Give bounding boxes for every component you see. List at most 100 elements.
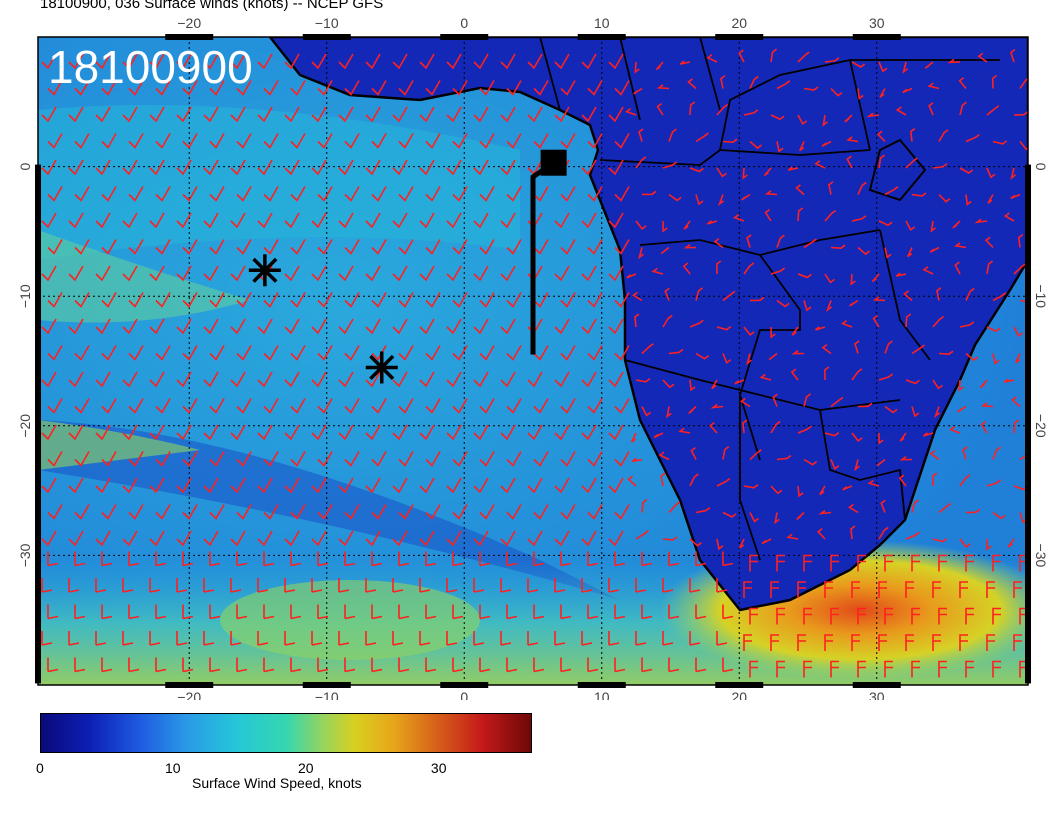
wind-barb: [371, 239, 387, 255]
wind-barb: [149, 106, 165, 123]
wind-barb: [527, 53, 543, 70]
wind-barb: [965, 352, 979, 362]
wind-barb: [803, 393, 812, 407]
wind-barb: [797, 273, 812, 279]
wind-barb: [149, 371, 165, 388]
x-tick-label-bottom: 10: [594, 689, 610, 700]
wind-barb: [47, 398, 63, 414]
wind-barb: [446, 371, 462, 388]
wind-barb: [638, 247, 644, 260]
wind-barb: [47, 292, 63, 308]
wind-barb: [155, 657, 167, 673]
wind-barb: [902, 87, 913, 94]
wind-barb: [825, 300, 833, 313]
wind-barb: [392, 371, 408, 388]
wind-barb: [317, 451, 333, 467]
wind-barb: [284, 371, 300, 388]
wind-barb: [986, 105, 1000, 116]
wind-barb: [614, 451, 630, 467]
wind-barb: [851, 432, 863, 442]
wind-barb: [290, 398, 306, 414]
wind-barb: [533, 80, 549, 96]
wind-barb: [209, 133, 225, 149]
wind-barb: [41, 212, 57, 229]
wind-barb: [614, 239, 630, 255]
wind-barb: [749, 449, 762, 461]
wind-barb: [284, 477, 300, 494]
wind-barb: [176, 371, 192, 388]
wind-barb: [803, 300, 812, 312]
wind-barb: [473, 530, 489, 547]
wind-barb: [209, 186, 225, 202]
wind-barb: [398, 398, 414, 414]
wind-barb: [527, 106, 543, 123]
wind-barb: [500, 106, 516, 123]
wind-barb: [284, 530, 300, 547]
wind-barb: [344, 133, 360, 149]
wind-barb: [776, 299, 790, 308]
wind-barb: [392, 106, 408, 123]
wind-barb: [236, 239, 252, 255]
wind-barb: [506, 133, 522, 149]
wind-barb: [814, 326, 826, 331]
wind-barb: [824, 431, 840, 437]
wind-barb: [708, 422, 718, 434]
wind-barb: [365, 631, 377, 646]
wind-barb: [587, 133, 603, 149]
wind-barb: [182, 80, 198, 96]
wind-barb: [905, 313, 912, 328]
wind-barb: [479, 451, 495, 467]
wind-barb: [47, 186, 63, 202]
wind-barb: [706, 54, 718, 63]
wind-barb: [641, 604, 653, 620]
wind-barb: [506, 80, 522, 96]
wind-barb: [816, 528, 826, 540]
wind-barb: [47, 133, 63, 149]
wind-barb: [398, 133, 414, 149]
map-title: 18100900, 036 Surface winds (knots) -- N…: [40, 0, 384, 12]
wind-barb: [791, 350, 805, 355]
wind-barb: [846, 136, 859, 143]
wind-barb: [344, 345, 360, 361]
wind-barb: [991, 74, 998, 89]
wind-barb: [930, 220, 936, 233]
wind-barb: [203, 477, 219, 494]
axis-tick: [302, 682, 351, 688]
wind-barb: [41, 106, 57, 123]
wind-barb: [128, 80, 144, 96]
wind-barb: [398, 186, 414, 202]
wind-barb: [263, 451, 279, 467]
wind-barb: [878, 581, 887, 598]
wind-barb: [236, 504, 252, 520]
wind-barb: [821, 343, 832, 355]
wind-barb: [500, 159, 516, 176]
wind-barb: [284, 318, 300, 335]
wind-barb: [738, 538, 745, 549]
wind-barb: [68, 265, 84, 282]
wind-barb: [176, 424, 192, 441]
wind-barb: [560, 398, 576, 414]
wind-barb: [128, 292, 144, 308]
wind-barb: [533, 186, 549, 202]
wind-barb: [392, 424, 408, 441]
y-tick-label-left: −10: [17, 284, 33, 308]
wind-barb: [95, 530, 111, 547]
wind-barb: [927, 82, 940, 90]
wind-barb: [857, 246, 871, 256]
wind-barb: [236, 451, 252, 467]
wind-barb: [176, 477, 192, 494]
wind-barb: [371, 80, 387, 96]
wind-barb: [128, 551, 140, 567]
wind-barb: [668, 193, 682, 202]
wind-barb: [338, 106, 354, 123]
wind-barb: [479, 398, 495, 414]
wind-barb: [716, 260, 722, 275]
wind-barb: [880, 499, 886, 513]
wind-barb: [911, 499, 920, 513]
wind-barb: [338, 212, 354, 229]
wind-barb: [155, 345, 171, 361]
wind-barb: [311, 371, 327, 388]
wind-barb: [932, 379, 943, 390]
wind-barb: [95, 631, 107, 646]
wind-barb: [962, 446, 968, 460]
